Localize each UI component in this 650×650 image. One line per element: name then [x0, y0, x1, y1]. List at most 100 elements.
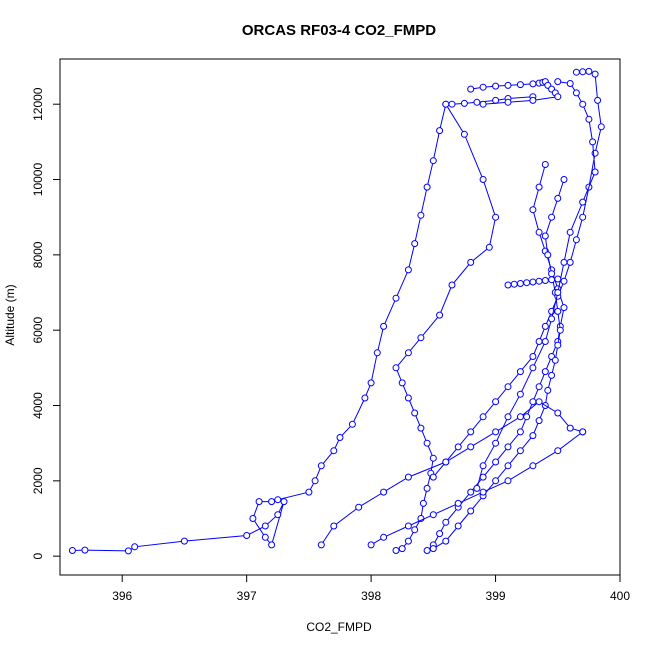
- data-point: [442, 537, 450, 545]
- data-point: [448, 100, 456, 108]
- y-axis-label: Altitude (m): [3, 284, 17, 345]
- data-point: [510, 280, 518, 288]
- data-point: [411, 240, 419, 248]
- data-point: [548, 213, 556, 221]
- data-point: [392, 364, 400, 372]
- data-point: [504, 443, 512, 451]
- data-point: [529, 462, 537, 470]
- chart-title: ORCAS RF03-4 CO2_FMPD: [242, 22, 436, 39]
- data-point: [504, 413, 512, 421]
- data-point: [579, 198, 587, 206]
- data-point: [317, 462, 325, 470]
- series-line: [395, 103, 497, 551]
- data-point: [423, 183, 431, 191]
- data-series-group: [68, 67, 605, 555]
- data-point: [68, 547, 76, 554]
- data-point: [467, 488, 475, 496]
- data-point: [442, 458, 450, 466]
- data-point: [436, 127, 444, 135]
- data-point: [585, 115, 593, 123]
- x-axis-label: CO2_FMPD: [306, 620, 372, 634]
- data-point: [330, 522, 338, 530]
- x-tick-label: 399: [486, 589, 506, 603]
- data-point: [404, 522, 412, 530]
- data-point: [560, 304, 568, 312]
- data-point: [380, 488, 388, 496]
- y-axis: 0 2000 4000 6000 8000 10000 12000: [31, 87, 60, 560]
- series-line: [72, 96, 533, 552]
- data-point: [330, 447, 338, 455]
- data-point: [485, 243, 493, 251]
- data-point: [460, 99, 468, 107]
- data-point: [268, 541, 276, 549]
- data-point: [417, 424, 425, 432]
- data-point: [467, 85, 475, 93]
- data-point: [492, 428, 500, 436]
- data-point: [566, 80, 574, 87]
- plot-frame: [59, 58, 621, 576]
- data-point: [255, 498, 263, 506]
- data-point: [380, 533, 388, 541]
- data-point: [460, 130, 468, 138]
- data-point: [554, 307, 562, 315]
- data-point: [479, 100, 487, 108]
- data-point: [311, 477, 319, 485]
- series-7: [504, 275, 562, 289]
- data-point: [556, 326, 564, 334]
- data-point: [367, 541, 375, 549]
- data-point: [548, 270, 556, 278]
- data-point: [572, 68, 580, 76]
- series-5: [429, 67, 605, 481]
- data-point: [442, 100, 450, 108]
- data-point: [367, 379, 375, 387]
- data-point: [541, 322, 549, 330]
- data-point: [551, 356, 559, 364]
- data-point: [404, 394, 412, 402]
- data-point: [523, 413, 531, 421]
- data-point: [516, 447, 524, 455]
- data-point: [504, 477, 512, 485]
- series-line: [370, 431, 584, 546]
- x-axis: 396 397 398 399 400: [112, 575, 630, 603]
- data-point: [373, 349, 381, 357]
- series-6: [473, 78, 599, 492]
- data-point: [392, 547, 400, 554]
- data-point: [423, 484, 431, 492]
- data-point: [529, 96, 537, 104]
- data-point: [411, 409, 419, 417]
- data-point: [492, 439, 500, 447]
- data-point: [467, 428, 475, 436]
- data-point: [442, 518, 450, 526]
- data-point: [572, 236, 580, 244]
- series-4: [429, 176, 568, 553]
- data-point: [131, 543, 139, 551]
- data-point: [417, 334, 425, 342]
- data-point: [535, 183, 543, 191]
- data-point: [404, 266, 412, 274]
- data-point: [560, 176, 568, 183]
- data-point: [429, 545, 437, 553]
- data-point: [529, 80, 537, 88]
- data-point: [504, 383, 512, 391]
- data-point: [541, 232, 549, 240]
- data-point: [448, 281, 456, 289]
- data-point: [348, 420, 356, 428]
- x-tick-label: 397: [237, 589, 257, 603]
- data-point: [548, 315, 556, 323]
- data-point: [523, 279, 531, 287]
- data-point: [404, 349, 412, 357]
- data-point: [535, 383, 543, 391]
- data-point: [529, 206, 537, 214]
- data-point: [423, 439, 431, 447]
- data-point: [541, 368, 549, 376]
- data-point: [280, 498, 288, 506]
- data-point: [554, 289, 562, 296]
- data-point: [492, 213, 500, 221]
- data-point: [261, 522, 269, 530]
- data-point: [585, 67, 593, 75]
- data-point: [473, 484, 481, 492]
- data-point: [268, 498, 276, 506]
- data-point: [479, 488, 487, 496]
- y-tick-label: 12000: [31, 87, 45, 121]
